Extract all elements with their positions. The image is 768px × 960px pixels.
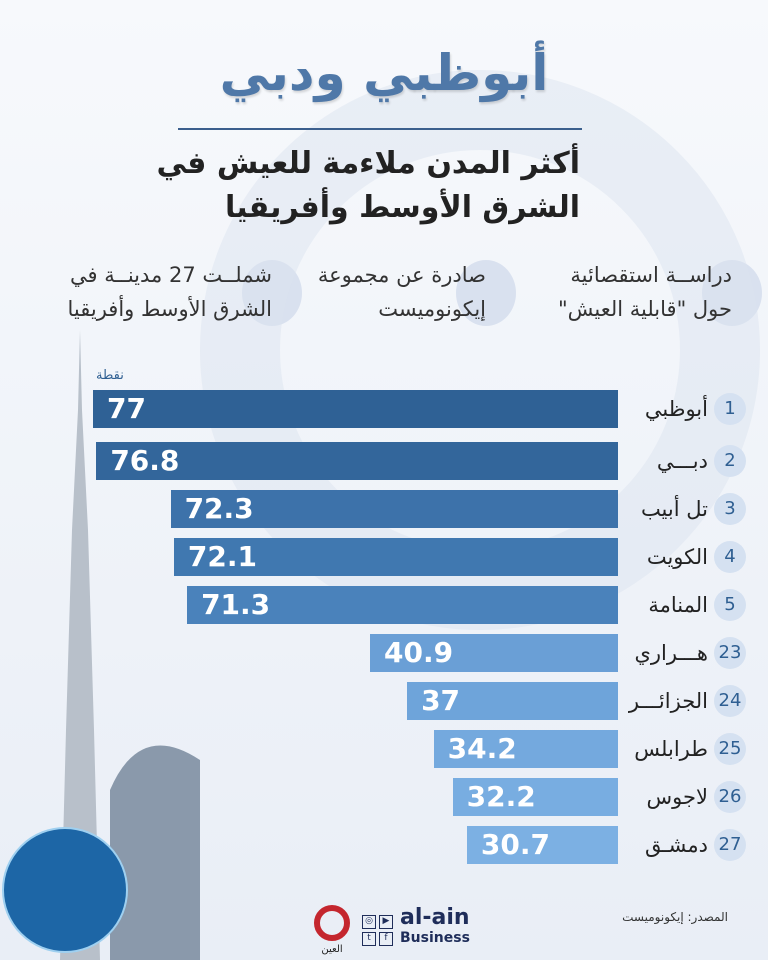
info-line: الشرق الأوسط وأفريقيا <box>67 297 272 321</box>
bar: 34.2 <box>433 730 618 768</box>
bar: 37 <box>407 682 618 720</box>
bar-row: 72.3 تل أبيب 3 <box>0 490 768 528</box>
bar: 72.1 <box>173 538 618 576</box>
rank-badge: 3 <box>714 493 746 525</box>
subtitle: أكثر المدن ملاءمة للعيش في الشرق الأوسط و… <box>156 142 580 230</box>
bar-row: 32.2 لاجوس 26 <box>0 778 768 816</box>
info-line: دراســة استقصائية <box>570 263 732 287</box>
city-label: دمشـق <box>645 833 708 857</box>
rank-badge: 5 <box>714 589 746 621</box>
info-study: دراســة استقصائية حول "قابلية العيش" <box>557 258 762 326</box>
buildings-illustration <box>2 745 200 960</box>
bar-row: 71.3 المنامة 5 <box>0 586 768 624</box>
page-title: أبوظبي ودبي <box>219 44 549 102</box>
bar-row: 77 أبوظبي 1 <box>0 390 768 428</box>
brand-name: al-ain <box>400 905 470 930</box>
rank-badge: 23 <box>714 637 746 669</box>
bar: 71.3 <box>187 586 618 624</box>
rank-badge: 25 <box>714 733 746 765</box>
city-label: تل أبيب <box>640 497 708 521</box>
brand-sub: Business <box>400 930 470 946</box>
social-icons: ◎ ▶ t f <box>362 915 393 946</box>
subtitle-line-2: الشرق الأوسط وأفريقيا <box>225 190 580 225</box>
rank-badge: 24 <box>714 685 746 717</box>
bar: 30.7 <box>466 826 618 864</box>
source-note: المصدر: إيكونوميست <box>622 910 728 924</box>
rank-badge: 4 <box>714 541 746 573</box>
title-divider <box>178 128 582 130</box>
info-line: حول "قابلية العيش" <box>557 297 732 321</box>
rank-badge: 27 <box>714 829 746 861</box>
info-publisher: صادرة عن مجموعة إيكونوميست <box>317 258 516 326</box>
bar-row: 37 الجزائـــر 24 <box>0 682 768 720</box>
info-line: صادرة عن مجموعة <box>317 263 486 287</box>
youtube-icon[interactable]: ▶ <box>379 915 393 929</box>
unit-label: نقطة <box>96 368 124 383</box>
bar-row: 30.7 دمشـق 27 <box>0 826 768 864</box>
facebook-icon[interactable]: f <box>379 932 393 946</box>
bar: 72.3 <box>170 490 618 528</box>
burj-khalifa-illustration <box>60 330 100 960</box>
bar: 76.8 <box>96 442 618 480</box>
instagram-icon[interactable]: ◎ <box>362 915 376 929</box>
city-label: لاجوس <box>646 785 708 809</box>
rank-badge: 26 <box>714 781 746 813</box>
city-label: الكويت <box>646 545 708 569</box>
city-label: المنامة <box>648 593 708 617</box>
bar: 32.2 <box>452 778 618 816</box>
city-label: طرابلس <box>634 737 708 761</box>
info-line: شملــت 27 مدينــة في <box>70 263 272 287</box>
city-label: دبـــي <box>656 449 708 473</box>
twitter-icon[interactable]: t <box>362 932 376 946</box>
info-line: إيكونوميست <box>378 297 486 321</box>
bar: 40.9 <box>370 634 618 672</box>
logo-text: العين <box>321 944 342 955</box>
subtitle-line-1: أكثر المدن ملاءمة للعيش في <box>156 146 580 181</box>
rank-badge: 2 <box>714 445 746 477</box>
bar-row: 76.8 دبـــي 2 <box>0 442 768 480</box>
bar: 77 <box>93 390 618 428</box>
brand: al-ain Business <box>400 905 470 948</box>
al-ain-logo: العين <box>314 905 350 955</box>
rank-badge: 1 <box>714 393 746 425</box>
city-label: أبوظبي <box>644 397 708 421</box>
bar-row: 34.2 طرابلس 25 <box>0 730 768 768</box>
bar-row: 72.1 الكويت 4 <box>0 538 768 576</box>
city-label: هـــراري <box>634 641 708 665</box>
bar-row: 40.9 هـــراري 23 <box>0 634 768 672</box>
info-scope: شملــت 27 مدينــة في الشرق الأوسط وأفريقي… <box>67 258 302 326</box>
city-label: الجزائـــر <box>628 689 708 713</box>
